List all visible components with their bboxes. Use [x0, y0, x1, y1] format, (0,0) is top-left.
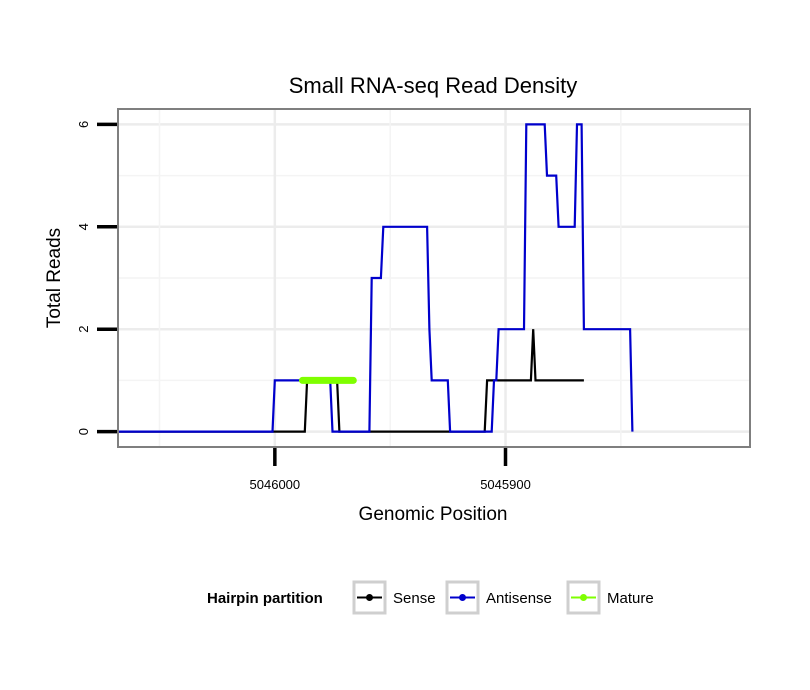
x-axis: 5046000 5045900: [250, 448, 531, 492]
plot-border: [117, 108, 751, 448]
y-tick-label: 2: [76, 326, 91, 333]
legend-key-point: [459, 594, 466, 601]
x-axis-title: Genomic Position: [359, 504, 508, 525]
legend-item-mature: Mature: [566, 580, 654, 615]
series-line-antisense: [108, 123, 634, 433]
plot-panel: [108, 108, 751, 448]
y-axis-title: Total Reads: [44, 228, 65, 328]
legend-label: Mature: [607, 590, 654, 607]
legend-item-sense: Sense: [352, 580, 436, 615]
legend: Hairpin partition Sense Antisense Mature: [207, 580, 654, 615]
x-tick-label: 5045900: [480, 477, 531, 492]
y-tick-label: 0: [76, 428, 91, 435]
legend-label: Antisense: [486, 590, 552, 607]
series-layer: [108, 123, 634, 433]
legend-key-point: [580, 594, 587, 601]
legend-label: Sense: [393, 590, 436, 607]
chart-title: Small RNA-seq Read Density: [289, 73, 578, 98]
legend-key-point: [366, 594, 373, 601]
y-tick-label: 6: [76, 121, 91, 128]
y-axis: 0 2 4 6: [76, 121, 117, 435]
x-tick-label: 5046000: [250, 477, 301, 492]
legend-title: Hairpin partition: [207, 590, 323, 607]
y-tick-label: 4: [76, 223, 91, 230]
legend-item-antisense: Antisense: [445, 580, 552, 615]
